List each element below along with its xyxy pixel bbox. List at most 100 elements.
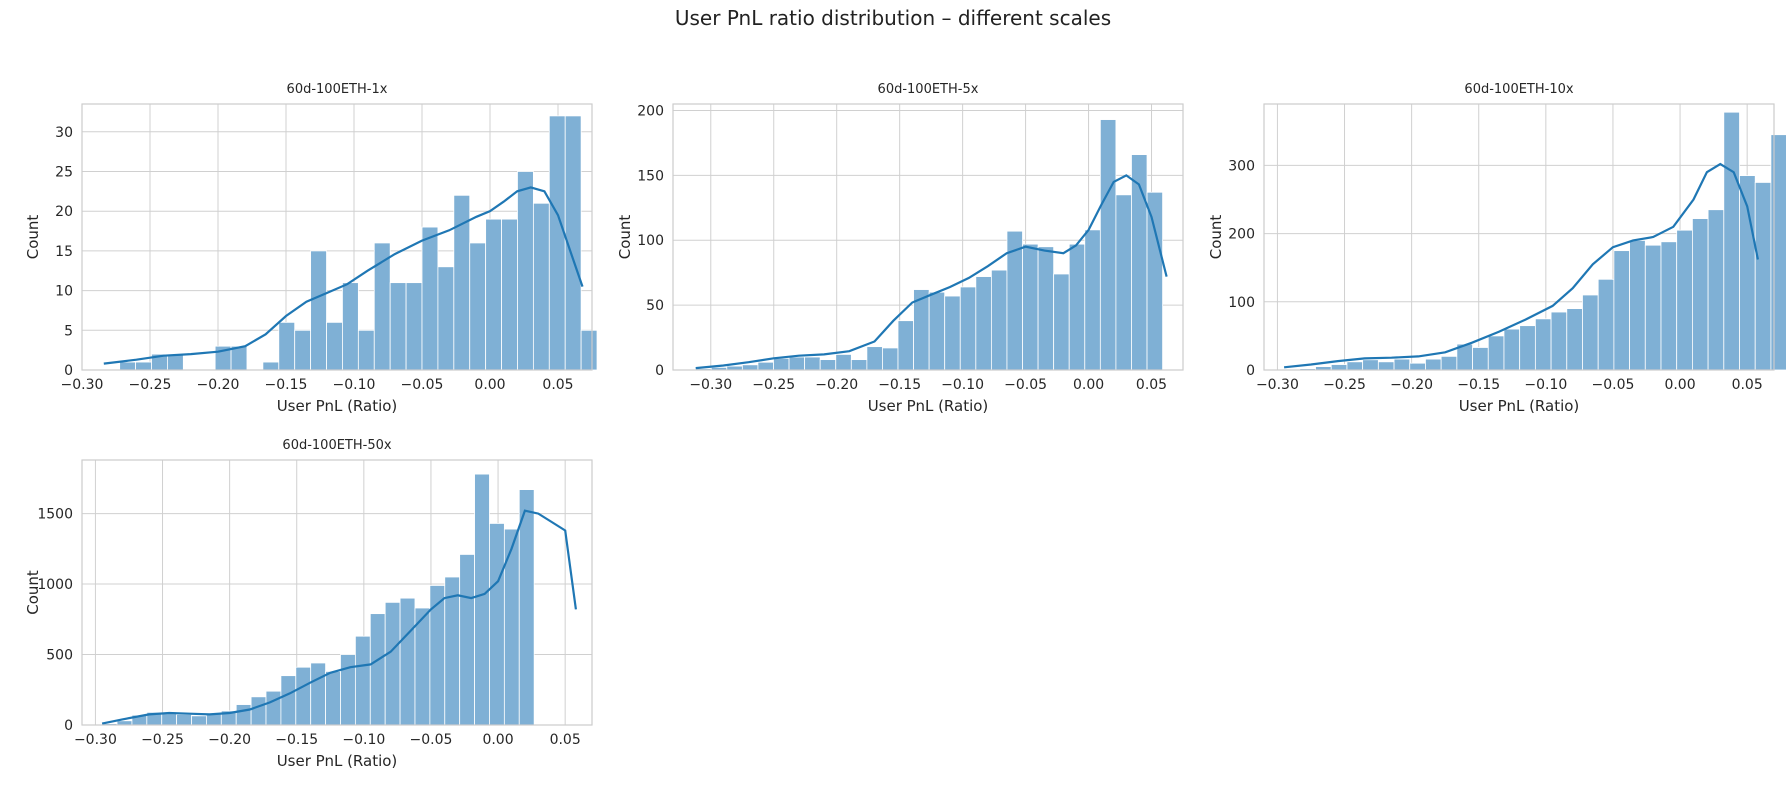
histogram-bar — [357, 329, 375, 371]
x-tick-label: −0.30 — [1256, 377, 1299, 393]
y-tick-label: 10 — [55, 284, 73, 300]
x-tick-label: −0.15 — [1457, 377, 1500, 393]
y-tick-label: 0 — [64, 718, 73, 734]
x-tick-label: −0.05 — [1004, 377, 1047, 393]
histogram-bar — [1393, 358, 1411, 371]
y-tick-label: 1500 — [37, 507, 73, 523]
histogram-bar — [990, 269, 1008, 371]
x-tick-label: −0.30 — [61, 377, 104, 393]
y-tick-label: 0 — [64, 363, 73, 379]
histogram-bar — [532, 202, 550, 371]
histogram-bar — [489, 523, 505, 726]
y-tick-label: 50 — [646, 298, 664, 314]
x-tick-label: 0.00 — [1664, 377, 1695, 393]
histogram-bar — [1597, 278, 1615, 371]
histogram-bar — [850, 359, 868, 371]
histogram-bar — [1068, 243, 1086, 371]
histogram-bar — [325, 671, 341, 726]
y-tick-label: 0 — [1246, 363, 1255, 379]
x-tick-label: −0.05 — [1591, 377, 1634, 393]
histogram-bar — [135, 361, 152, 371]
x-tick-label: 0.00 — [1073, 377, 1104, 393]
histogram-bar — [389, 282, 407, 371]
histogram-bar — [405, 282, 423, 371]
histogram-bar — [1676, 229, 1693, 371]
histogram-bar — [741, 364, 759, 371]
histogram-bar — [295, 666, 312, 726]
histogram-bar — [485, 218, 502, 371]
histogram-bar — [1644, 244, 1662, 371]
histogram-bar — [1503, 328, 1521, 371]
histogram-bar — [414, 607, 431, 726]
y-tick-label: 1000 — [37, 577, 73, 593]
histogram-bar — [167, 353, 184, 371]
y-tick-label: 150 — [637, 168, 664, 184]
kde-line — [101, 509, 577, 725]
histogram-bar — [1566, 308, 1583, 371]
histogram-bar — [116, 720, 133, 726]
x-tick-label: −0.20 — [208, 732, 251, 748]
x-tick-label: −0.25 — [1323, 377, 1366, 393]
x-axis-label: User PnL (Ratio) — [868, 397, 989, 415]
x-tick-label: −0.15 — [265, 377, 308, 393]
y-axis-label: Count — [616, 215, 634, 260]
y-tick-label: 25 — [55, 164, 73, 180]
x-tick-label: −0.20 — [197, 377, 240, 393]
histogram-bar — [369, 613, 386, 726]
histogram-bar — [119, 361, 136, 371]
y-tick-label: 20 — [55, 204, 73, 220]
histogram-bar — [437, 266, 455, 371]
histogram-bar — [835, 354, 852, 371]
x-axis-label: User PnL (Ratio) — [277, 397, 398, 415]
histogram-bar — [1754, 182, 1772, 371]
histogram-bar — [1425, 358, 1442, 371]
histogram-bar — [1099, 119, 1117, 371]
histogram-bar — [1440, 355, 1458, 371]
histogram-bar — [1053, 273, 1070, 371]
x-tick-label: 0.00 — [482, 732, 513, 748]
x-tick-label: −0.15 — [878, 377, 921, 393]
y-tick-label: 100 — [637, 233, 664, 249]
histogram-bar — [342, 282, 359, 371]
y-axis-label: Count — [24, 570, 42, 615]
histogram-bar — [444, 576, 461, 726]
histogram-bar — [944, 295, 961, 371]
y-tick-label: 500 — [46, 648, 73, 664]
histogram-bar — [1022, 243, 1039, 371]
histogram-bar — [1146, 191, 1163, 371]
subplot-1: −0.30 −0.25 −0.20 −0.15 −0.10 −0.05 0.00 0.05 0 5… — [24, 82, 598, 415]
histogram-bar — [517, 171, 534, 371]
histogram-bar — [866, 346, 883, 371]
x-tick-label: 0.05 — [550, 732, 581, 748]
histogram-bar — [191, 715, 207, 726]
histogram-bar — [399, 597, 416, 726]
histogram-bar — [1723, 111, 1740, 371]
histogram-bar — [1346, 361, 1364, 371]
y-tick-label: 300 — [1228, 158, 1255, 174]
histogram-bar — [421, 226, 439, 371]
histogram-bar — [235, 704, 252, 726]
histogram-bar — [1629, 240, 1646, 371]
kde-line — [103, 186, 584, 365]
x-tick-label: −0.20 — [815, 377, 858, 393]
histogram-bar — [429, 585, 446, 726]
subplot-title: 60d-100ETH-50x — [282, 438, 391, 453]
histogram-bar — [1707, 209, 1725, 371]
histogram-bar — [230, 345, 248, 371]
y-tick-label: 15 — [55, 244, 73, 260]
histogram-bar — [265, 690, 282, 726]
subplot-title: 60d-100ETH-10x — [1464, 82, 1573, 97]
histogram-bar — [518, 489, 535, 726]
x-tick-label: −0.10 — [941, 377, 984, 393]
x-tick-label: −0.20 — [1390, 377, 1433, 393]
subplot-3: −0.30 −0.25 −0.20 −0.15 −0.10 −0.05 0.00 0.05 0 1… — [1207, 82, 1786, 415]
x-tick-label: 0.00 — [474, 377, 505, 393]
histogram-bar — [1550, 311, 1568, 371]
axes-frame — [672, 103, 1184, 371]
axes-frame — [81, 459, 593, 726]
y-tick-label: 30 — [55, 125, 73, 141]
y-tick-label: 5 — [64, 323, 73, 339]
histogram-bar — [1037, 246, 1055, 371]
histogram-bar — [294, 329, 312, 371]
